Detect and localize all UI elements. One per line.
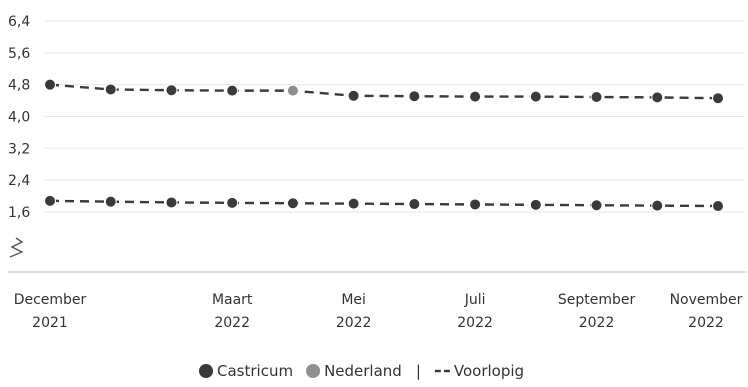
y-tick-label: 6,4 (8, 14, 30, 30)
y-tick-label: 5,6 (8, 46, 30, 62)
data-point (104, 83, 117, 96)
x-tick-label-line1: December (14, 292, 87, 308)
x-tick-label-line2: 2022 (579, 315, 615, 331)
data-point (286, 197, 299, 210)
x-tick-label-line1: Mei (341, 292, 366, 308)
data-point (408, 90, 421, 103)
x-tick-label-line1: Juli (464, 292, 486, 308)
data-point (529, 90, 542, 103)
x-tick-label-line2: 2022 (457, 315, 493, 331)
legend-swatch (199, 364, 213, 378)
data-point (469, 198, 482, 211)
data-point (104, 195, 117, 208)
data-point (712, 200, 724, 213)
data-point (529, 198, 542, 211)
x-tick-label-line2: 2021 (32, 315, 68, 331)
series-line (49, 83, 719, 100)
legend-separator: | (416, 362, 421, 380)
data-point (408, 198, 421, 211)
x-tick-label-line1: September (558, 292, 636, 308)
data-point (347, 89, 360, 102)
series-line (49, 199, 719, 208)
data-point (651, 199, 664, 212)
data-point (347, 197, 360, 210)
gridlines (45, 20, 745, 213)
legend-swatch (306, 364, 321, 378)
data-point (226, 84, 239, 97)
x-tick-label-line1: November (670, 292, 743, 308)
data-point (44, 194, 56, 207)
data-point (590, 91, 603, 104)
y-tick-label: 3,2 (8, 141, 30, 157)
x-tick-label-line2: 2022 (336, 315, 372, 331)
data-point (286, 84, 299, 97)
legend: Castricum Nederland | Voorlopig (199, 362, 524, 380)
data-point (712, 92, 724, 105)
legend-label: Nederland (324, 362, 402, 380)
y-tick-label: 2,4 (8, 173, 30, 189)
data-point (651, 91, 664, 104)
y-tick-label: 4,8 (8, 78, 30, 94)
y-tick-label: 4,0 (8, 110, 30, 126)
y-axis-ticks: 6,4 5,6 4,8 4,0 3,2 2,4 1,6 (8, 14, 30, 221)
y-tick-label: 1,6 (8, 205, 30, 221)
data-point (590, 199, 603, 212)
data-point (469, 90, 482, 103)
x-axis-ticks: December 2021 Maart 2022 Mei 2022 Juli 2022 Sept… (14, 292, 743, 331)
legend-label: Voorlopig (454, 362, 524, 380)
data-point (165, 196, 178, 209)
x-tick-label-line2: 2022 (214, 315, 250, 331)
legend-label: Castricum (217, 362, 293, 380)
data-point (226, 196, 239, 209)
axis-break-icon (9, 237, 24, 258)
data-point (44, 78, 56, 91)
x-tick-label-line2: 2022 (688, 315, 724, 331)
data-point (165, 84, 178, 97)
x-tick-label-line1: Maart (212, 292, 253, 308)
series-group (44, 78, 724, 213)
